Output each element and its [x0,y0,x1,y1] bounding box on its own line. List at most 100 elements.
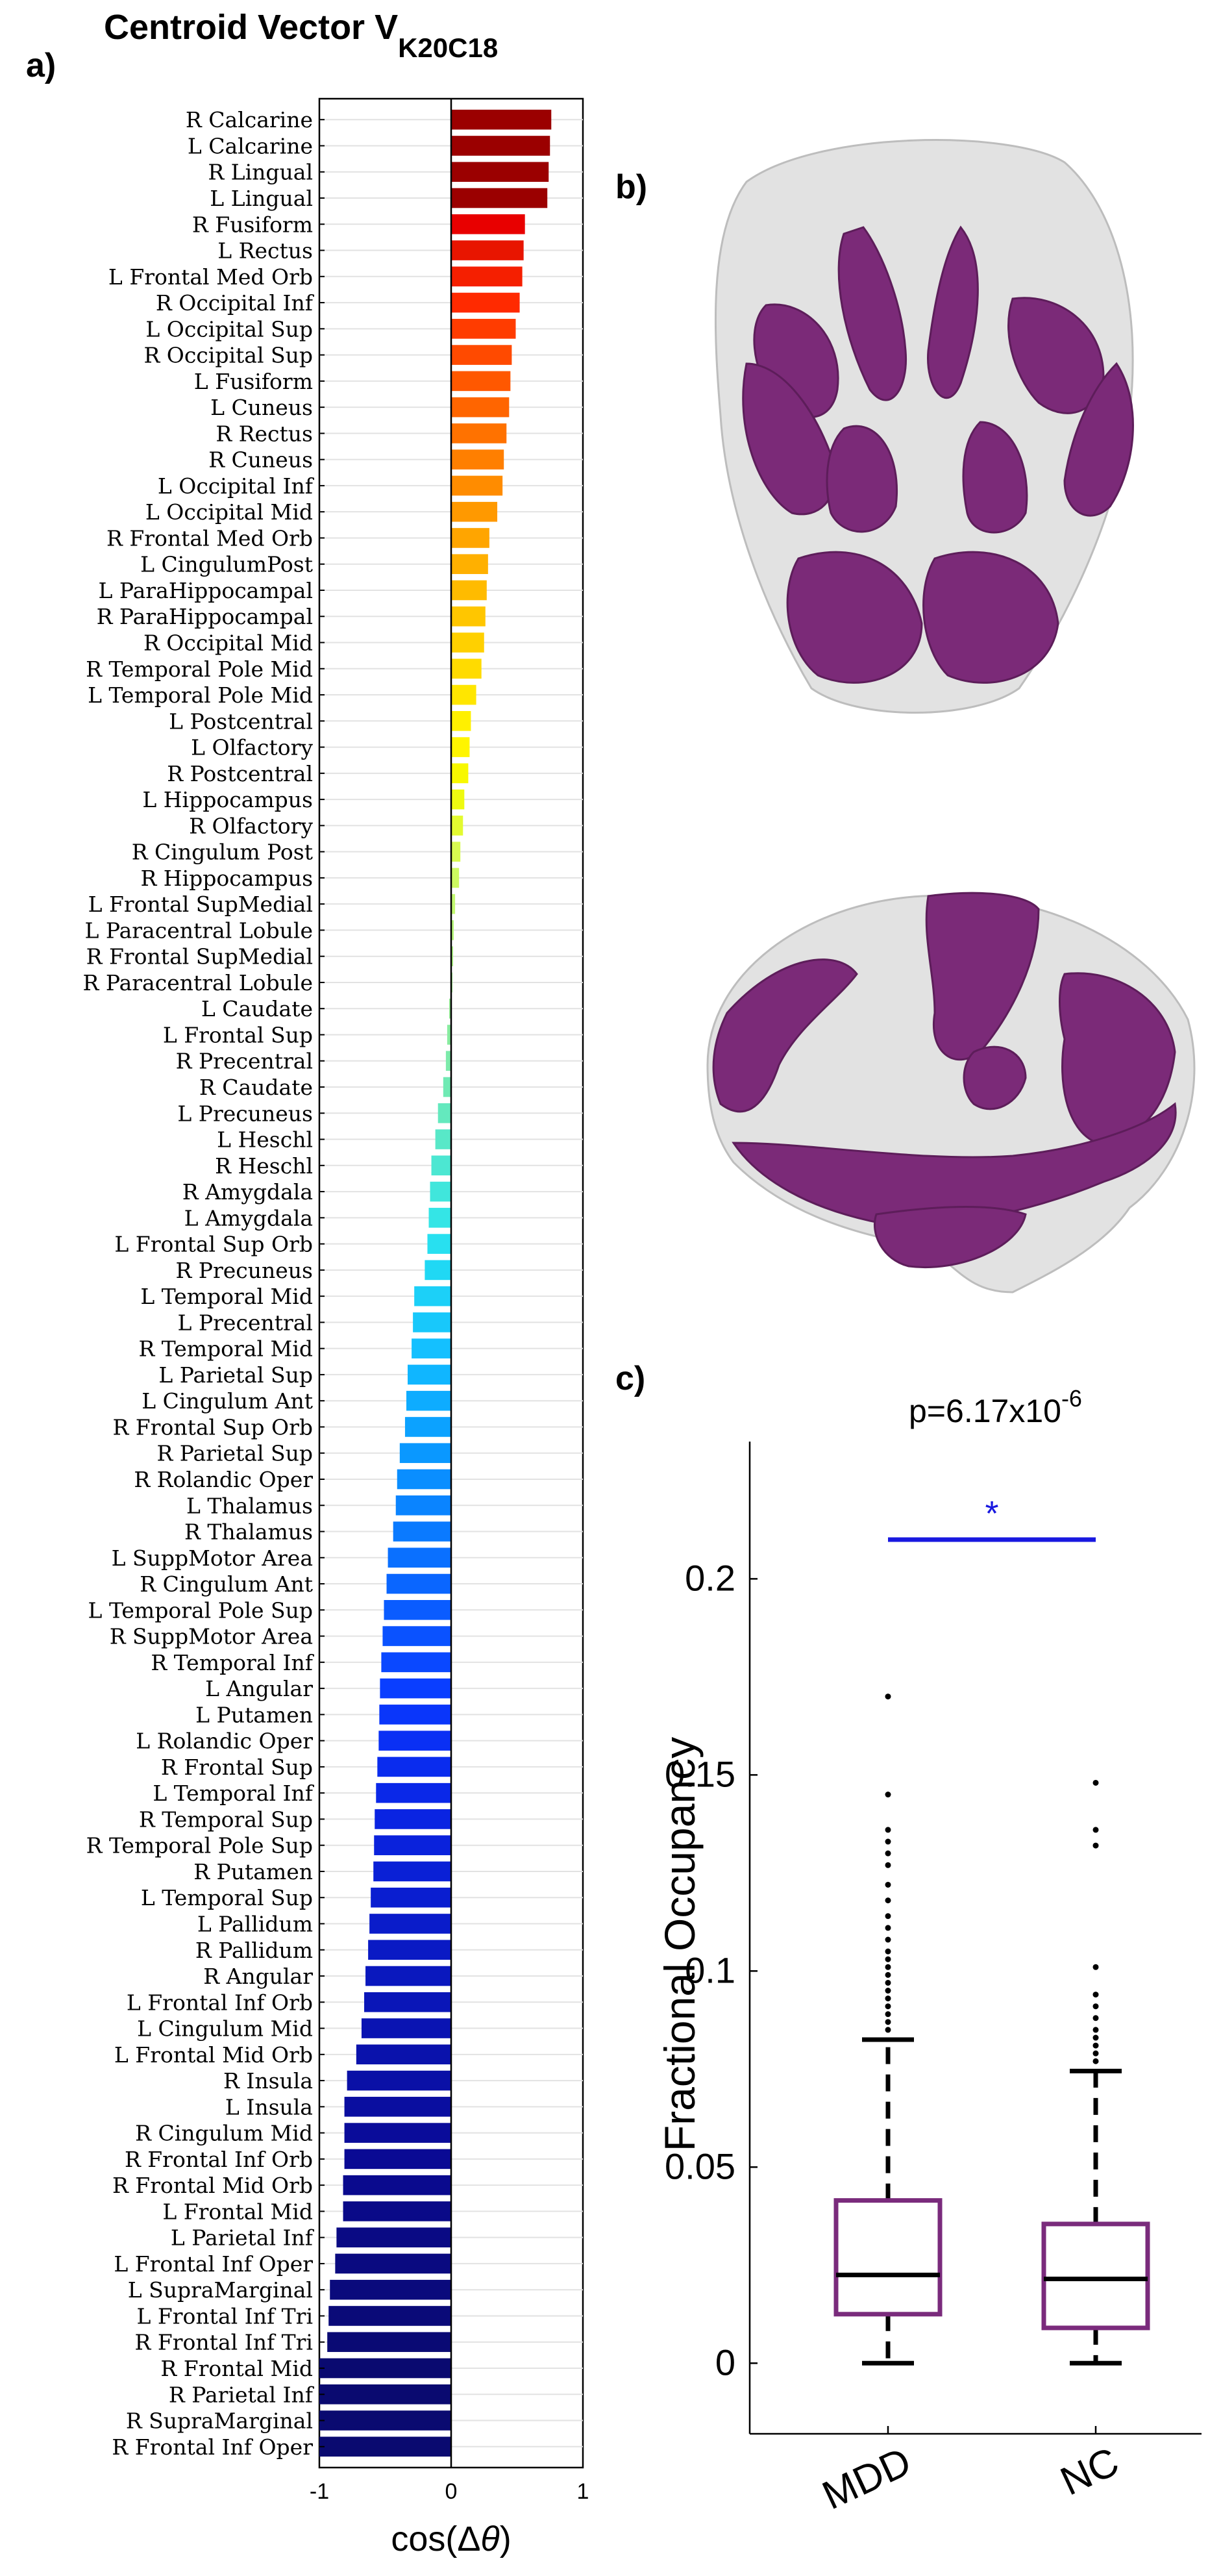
brain-render-axial [714,139,1134,714]
bar [451,319,516,339]
bar-category-label: R Frontal Mid Orb [112,2173,313,2198]
bar-category-label: R Temporal Pole Mid [86,657,313,682]
bar-category-label: R Temporal Mid [138,1336,313,1362]
outlier-point [885,1792,891,1798]
box-ytick-label: 0.15 [665,1753,735,1794]
bar-category-label: L Cuneus [210,395,313,420]
bar [343,2201,451,2221]
outlier-point [1092,2027,1099,2033]
bar [451,842,461,862]
bar-category-label: L Temporal Mid [140,1284,313,1309]
bar-category-label: L CingulumPost [140,552,313,577]
bar [431,1155,451,1176]
bar-category-label: L SupraMarginal [128,2277,313,2303]
p-value-base: p=6.17x10 [909,1393,1061,1429]
brain-regions-top [742,225,1134,684]
bar [413,1312,451,1332]
bar [451,816,463,836]
bar-category-label: R Cingulum Ant [140,1571,313,1597]
bar-category-label: L Hippocampus [142,787,313,812]
bar [319,2410,451,2431]
bar-category-label: R Cuneus [208,447,313,473]
bar [451,188,548,208]
bar-xlabel-theta: θ [480,2520,499,2558]
bar [451,345,512,365]
bar-category-label: R Calcarine [186,107,313,132]
bar-category-label: R Cingulum Post [132,840,313,865]
region-blob [742,362,835,516]
bar [384,1600,451,1620]
outlier-point [885,1913,891,1919]
chart-title-main: Centroid Vector V [104,8,398,47]
bar-category-label: L Cingulum Mid [137,2016,313,2042]
bar [386,1573,451,1594]
outlier-point [885,1827,891,1833]
bar [408,1364,451,1385]
bar-xlabel: cos(Δθ) [391,2520,511,2558]
bar-category-label: L Insula [225,2094,313,2120]
bar-category-label: R SuppMotor Area [110,1624,313,1649]
bar [327,2332,451,2353]
bar-category-label: R Frontal Mid [160,2356,313,2381]
bar-category-label: R Hippocampus [140,866,313,891]
bar [382,1626,451,1646]
bar-category-label: L Temporal Pole Sup [88,1597,313,1623]
bar [451,946,454,966]
bar-category-label: L Thalamus [186,1493,313,1518]
bar [451,789,465,810]
box-xtick-label: NC [1054,2439,1126,2504]
outlier-point [1092,1779,1099,1786]
bar-category-label: L Occipital Mid [145,499,313,525]
outlier-point [885,2027,891,2033]
box-ytick-label: 0.1 [685,1949,735,1990]
region-blob [927,225,979,399]
outlier-point [885,1971,891,1978]
box-ytick-label: 0.2 [685,1557,735,1598]
bar-category-label: R Occipital Inf [156,290,315,316]
bar-category-label: L Temporal Pole Mid [88,682,313,708]
bar-category-label: L Frontal Mid Orb [114,2042,313,2068]
bar-category-label: R Rectus [216,421,313,446]
outlier-point [885,2003,891,2010]
bar [343,2175,451,2195]
bar [451,658,482,679]
bar-category-label: R Occipital Sup [143,343,313,368]
bar [451,162,549,182]
bar [438,1103,451,1123]
outlier-point [885,1964,891,1970]
bar [376,1782,451,1803]
significance-star: * [985,1494,998,1533]
outlier-point [1092,1992,1099,1998]
bar [451,136,550,156]
brain-regions-side [712,892,1177,1268]
bar [369,1914,451,1934]
bar-category-label: R Putamen [193,1859,313,1884]
box-chart: 0 0.05 0.1 0.15 0.2 Fractional Occupancy MDD NC… [656,1385,1202,2518]
bar [381,1652,451,1673]
chart-title-subscript: K20C18 [398,32,498,63]
box-xtick-label: MDD [816,2439,918,2518]
bar-category-label: R Paracentral Lobule [83,970,313,995]
p-value-exponent: -6 [1061,1385,1082,1412]
bar-category-label: R Temporal Inf [151,1650,314,1675]
bar [451,606,486,627]
bar-category-label: R ParaHippocampal [97,604,313,629]
bar [412,1338,451,1358]
bar-category-label: L Frontal Inf Orb [127,1990,313,2015]
region-blob [826,425,898,533]
bar [365,1966,451,1986]
bar [374,1835,451,1855]
region-blob [1063,362,1134,517]
bar [328,2306,451,2326]
bar [319,2358,451,2379]
bar [361,2018,451,2038]
bar [451,684,476,705]
bar-xtick-label: 1 [577,2479,589,2504]
outlier-point [1092,2015,1099,2021]
outlier-point [1092,1964,1099,1970]
bar [445,1051,451,1071]
bar [451,920,454,940]
bar [378,1731,451,1751]
bar-xtick-label: -1 [310,2479,329,2504]
